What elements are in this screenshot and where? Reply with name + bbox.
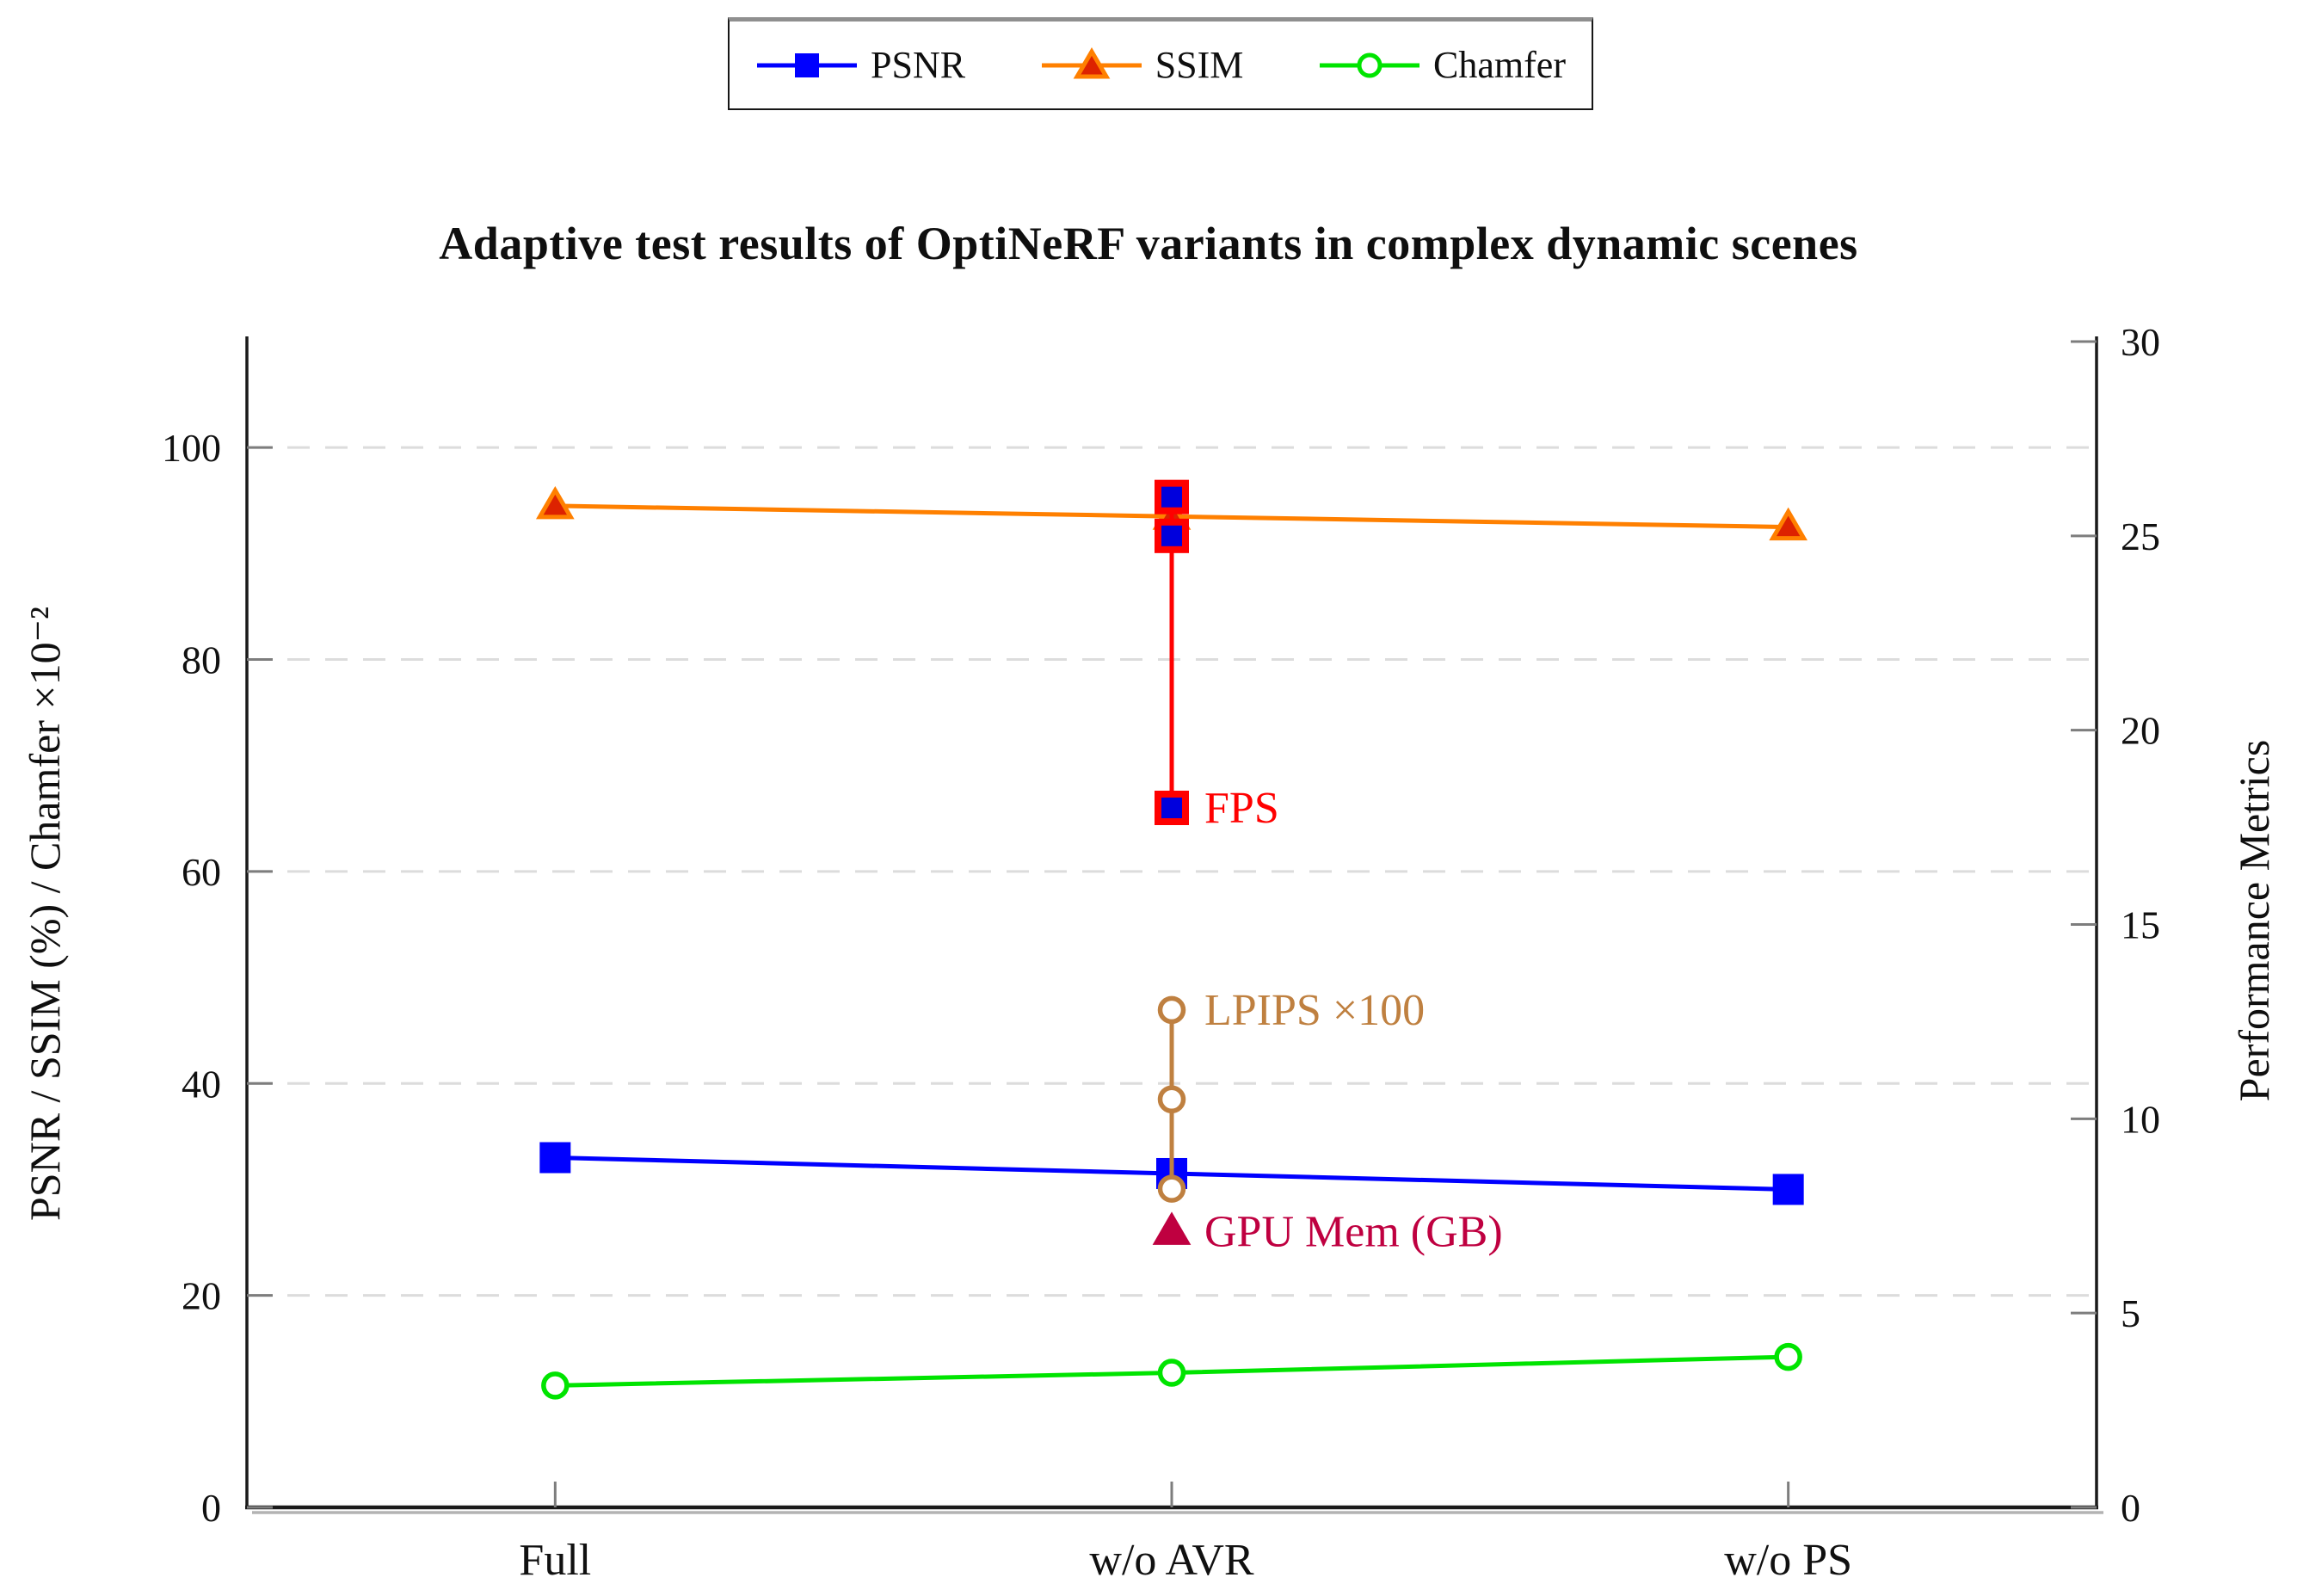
y-axis-left-tick-label: 80 [182,638,221,682]
legend-item-ssim: SSIM [1040,43,1244,87]
ssim-legend-marker [1041,46,1142,78]
y-axis-right-tick-label: 5 [2121,1291,2140,1335]
series-marker-psnr [539,1142,571,1174]
y-axis-right-tick-label: 10 [2121,1097,2160,1141]
y-axis-right-tick-label: 25 [2121,515,2160,558]
legend-label-ssim: SSIM [1155,44,1244,86]
series-marker-chamfer [1157,1359,1186,1387]
series-marker-chamfer [541,1371,570,1400]
x-axis-tick-label: w/o AVR [1089,1536,1254,1585]
series-marker-gpu-mem [1152,1211,1192,1245]
y-axis-left-tick-label: 100 [162,426,221,470]
psnr-legend-marker [757,52,857,77]
series-marker-chamfer [1774,1342,1802,1371]
y-axis-left-tick-label: 40 [182,1062,221,1106]
series-marker-ssim [1769,507,1808,541]
y-axis-left-tick-label: 60 [182,850,221,894]
legend-item-chamfer: Chamfer [1318,43,1566,87]
annotation-label-gpu-mem: GPU Mem (GB) [1204,1207,1503,1256]
legend-label-chamfer: Chamfer [1433,44,1566,86]
series-marker-ssim [535,485,575,520]
chart-title: Adaptive test results of OptiNeRF varian… [439,218,1858,269]
y-axis-left-tick-label: 20 [182,1274,221,1318]
series-marker-lpips-x100 [1157,1085,1186,1113]
series-marker-lpips-x100 [1157,1174,1186,1203]
x-axis-tick-label: Full [519,1536,591,1585]
series-marker-fps [1155,479,1189,515]
series-marker-fps [1155,791,1189,825]
series-marker-lpips-x100 [1157,995,1186,1025]
y-axis-right-tick-label: 20 [2121,709,2160,753]
x-axis-tick-label: w/o PS [1724,1536,1852,1585]
annotation-label-fps: FPS [1204,784,1279,833]
chamfer-legend-marker [1320,52,1420,77]
y-axis-left-tick-label: 0 [201,1486,221,1530]
series-marker-fps [1155,518,1189,553]
series-marker-psnr [1772,1174,1804,1205]
annotation-label-lpips-x100: LPIPS ×100 [1204,986,1425,1035]
legend-item-psnr: PSNR [755,43,965,87]
y-axis-right-tick-label: 0 [2121,1486,2140,1530]
legend-box: PSNR SSIM Chamfer [728,17,1593,110]
legend-label-psnr: PSNR [871,44,966,86]
y-axis-right-tick-label: 15 [2121,903,2160,947]
y-axis-right-tick-label: 30 [2121,320,2160,364]
